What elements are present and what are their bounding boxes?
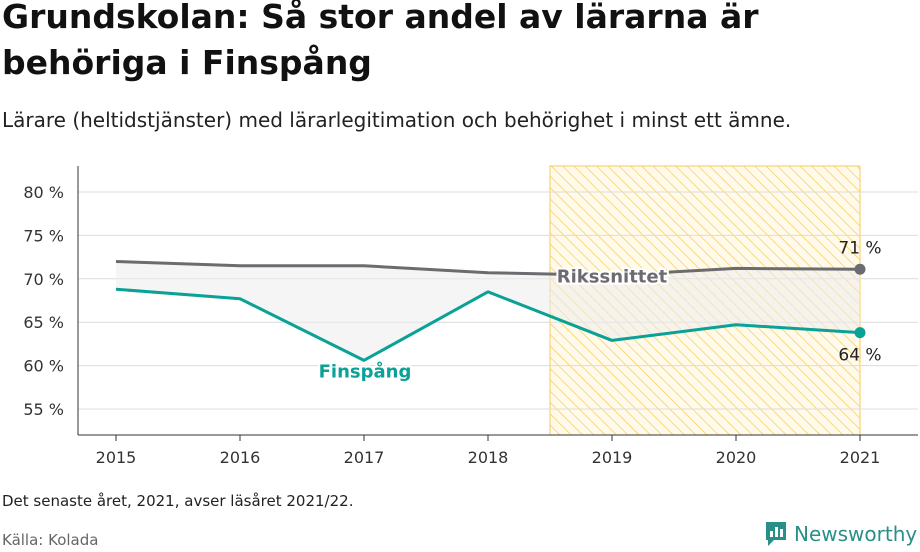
gap-area <box>116 261 860 361</box>
source-credit: Källa: Kolada <box>2 531 99 549</box>
x-tick-label: 2021 <box>840 448 881 467</box>
line-chart: 55 % 60 % 65 % 70 % 75 % 80 % 2015 2016 2017 2018… <box>23 165 918 467</box>
y-tick-label: 75 % <box>23 226 64 245</box>
end-label-finspang: 64 % <box>838 346 881 366</box>
end-label-rikssnittet: 71 % <box>838 238 881 258</box>
brand-logo: Newsworthy <box>764 520 917 548</box>
series-label-finspang: Finspång <box>319 360 412 382</box>
x-tick-label: 2020 <box>716 448 757 467</box>
series-line-rikssnittet <box>115 259 861 277</box>
end-point-rikssnittet <box>854 263 866 275</box>
end-point-finspang <box>854 327 866 339</box>
series-label-rikssnittet: Rikssnittet <box>557 266 668 287</box>
x-tick-label: 2019 <box>592 448 633 467</box>
x-tick-label: 2016 <box>220 448 261 467</box>
chart-subtitle: Lärare (heltidstjänster) med lärarlegiti… <box>2 108 792 132</box>
x-tick-label: 2015 <box>96 448 137 467</box>
y-tick-label: 60 % <box>23 357 64 376</box>
footnote: Det senaste året, 2021, avser läsåret 20… <box>2 492 354 510</box>
x-tick-label: 2017 <box>344 448 385 467</box>
y-tick-label: 55 % <box>23 400 64 419</box>
y-tick-label: 65 % <box>23 313 64 332</box>
y-tick-label: 70 % <box>23 270 64 289</box>
x-tick-label: 2018 <box>468 448 509 467</box>
series-line-finspang <box>115 287 861 362</box>
brand-name: Newsworthy <box>794 522 918 546</box>
y-tick-label: 80 % <box>23 183 64 202</box>
newsworthy-logo-icon <box>766 522 786 546</box>
chart-title: Grundskolan: Så stor andel av lärarna är… <box>2 0 759 82</box>
